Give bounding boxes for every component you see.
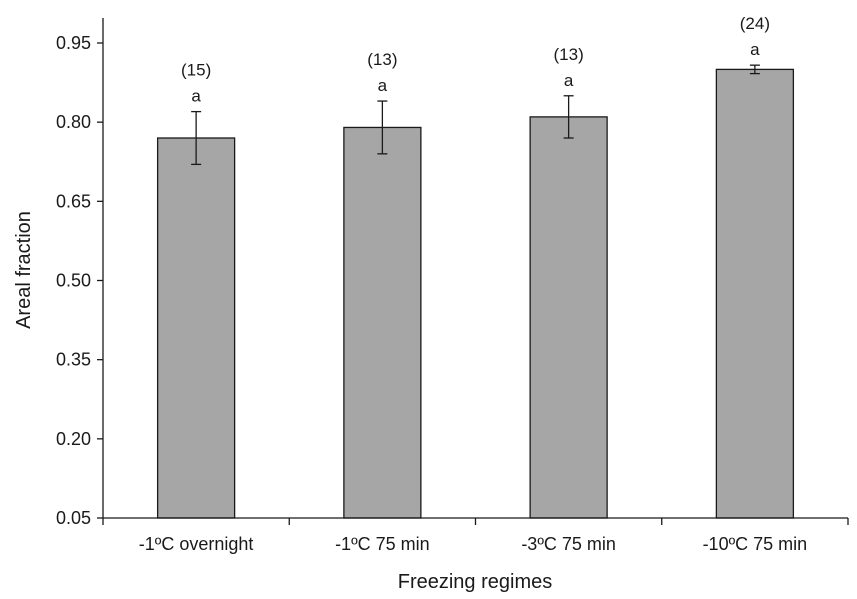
bar — [343, 126, 422, 519]
y-tick-label: 0.05 — [56, 508, 91, 528]
x-axis-ticks: -1ºC overnight -1ºC 75 min -3ºC 75 min -10º… — [102, 518, 849, 554]
bar — [529, 116, 608, 519]
significance-letter: a — [191, 87, 201, 106]
y-tick-label: 0.20 — [56, 429, 91, 449]
bar — [156, 137, 236, 519]
y-axis-ticks: 0.05 0.20 0.35 0.50 0.65 0.80 0.95 — [56, 33, 103, 528]
significance-letter: a — [750, 40, 760, 59]
y-tick-label: 0.35 — [56, 350, 91, 370]
y-tick-label: 0.65 — [56, 191, 91, 211]
x-tick-label: -1ºC 75 min — [335, 534, 430, 554]
sample-size-label: (13) — [367, 50, 397, 69]
y-axis-title: Areal fraction — [13, 211, 35, 329]
x-tick-label: -10ºC 75 min — [703, 534, 808, 554]
bars: a (15) a (13) a (13) a (24) — [156, 14, 795, 519]
significance-letter: a — [378, 76, 388, 95]
x-tick-label: -1ºC overnight — [139, 534, 254, 554]
sample-size-label: (15) — [181, 61, 211, 80]
sample-size-label: (13) — [554, 45, 584, 64]
y-tick-label: 0.80 — [56, 112, 91, 132]
sample-size-label: (24) — [740, 14, 770, 33]
y-tick-label: 0.50 — [56, 271, 91, 291]
x-axis-title: Freezing regimes — [398, 571, 553, 593]
y-tick-label: 0.95 — [56, 33, 91, 53]
x-tick-label: -3ºC 75 min — [521, 534, 616, 554]
bar — [715, 68, 795, 519]
significance-letter: a — [564, 71, 574, 90]
